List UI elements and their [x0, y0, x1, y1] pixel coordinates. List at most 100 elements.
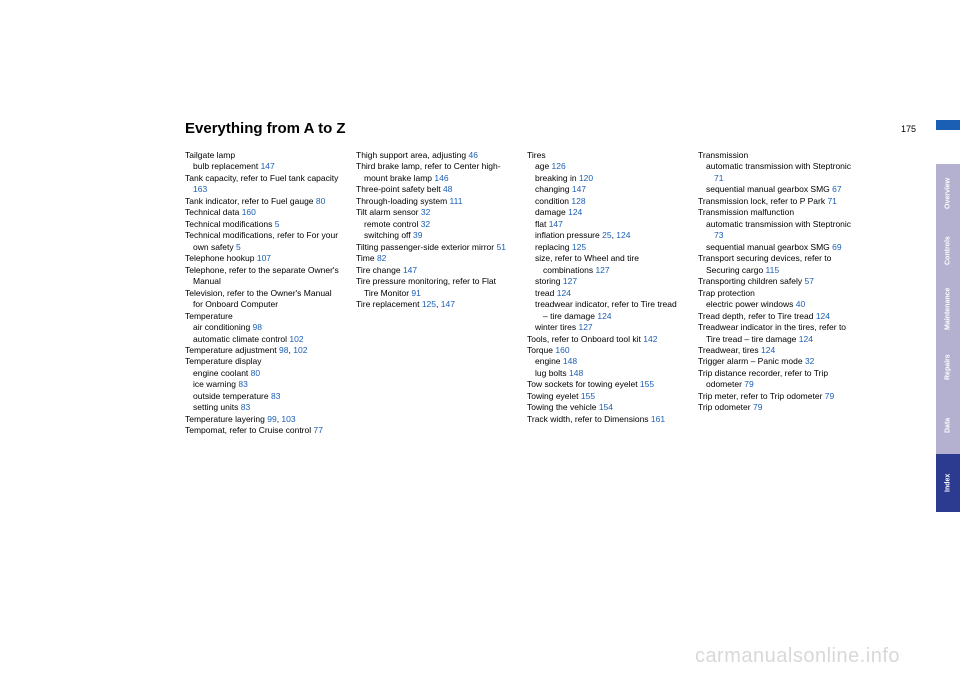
page-link[interactable]: 161: [651, 414, 665, 424]
page-link[interactable]: 142: [643, 334, 657, 344]
page-link[interactable]: 98: [253, 322, 262, 332]
side-tab-repairs[interactable]: Repairs: [936, 338, 960, 396]
index-entry-text: Treadwear, tires: [698, 345, 761, 355]
page-link[interactable]: 124: [616, 230, 630, 240]
page-link[interactable]: 160: [555, 345, 569, 355]
page-link[interactable]: 71: [827, 196, 836, 206]
page-link[interactable]: 155: [581, 391, 595, 401]
page-link[interactable]: 79: [753, 402, 762, 412]
page-link[interactable]: 5: [236, 242, 241, 252]
page-link[interactable]: 79: [744, 379, 753, 389]
page-link[interactable]: 91: [411, 288, 420, 298]
page-link[interactable]: 39: [413, 230, 422, 240]
index-column-2: Thigh support area, adjusting 46Third br…: [356, 150, 511, 437]
page-link[interactable]: 67: [832, 184, 841, 194]
page-link[interactable]: 40: [796, 299, 805, 309]
page-link[interactable]: 51: [496, 242, 505, 252]
index-entry-text: replacing: [535, 242, 572, 252]
page-link[interactable]: 48: [443, 184, 452, 194]
index-entry: Technical modifications 5: [185, 219, 340, 230]
index-entry: Transmission lock, refer to P Park 71: [698, 196, 853, 207]
page-link[interactable]: 125: [422, 299, 436, 309]
page-link[interactable]: 77: [314, 425, 323, 435]
page-link[interactable]: 69: [832, 242, 841, 252]
index-entry-text: size, refer to Wheel and tire combinatio…: [535, 253, 639, 274]
page-link[interactable]: 147: [441, 299, 455, 309]
page-link[interactable]: 147: [403, 265, 417, 275]
page-link[interactable]: 83: [238, 379, 247, 389]
page-link[interactable]: 32: [421, 219, 430, 229]
page-link[interactable]: 102: [293, 345, 307, 355]
index-entry: Torque 160: [527, 345, 682, 356]
index-entry: ice warning 83: [185, 379, 340, 390]
page-link[interactable]: 163: [193, 184, 207, 194]
side-tab-controls[interactable]: Controls: [936, 222, 960, 280]
page-link[interactable]: 127: [578, 322, 592, 332]
page-link[interactable]: 154: [599, 402, 613, 412]
index-entry-text: Telephone hookup: [185, 253, 257, 263]
index-entry-text: Torque: [527, 345, 555, 355]
page-link[interactable]: 57: [804, 276, 813, 286]
page-link[interactable]: 148: [569, 368, 583, 378]
page-link[interactable]: 82: [377, 253, 386, 263]
index-entry-text: Trip odometer: [698, 402, 753, 412]
page-link[interactable]: 99: [267, 414, 276, 424]
page-link[interactable]: 127: [595, 265, 609, 275]
page-link[interactable]: 102: [289, 334, 303, 344]
index-entry: Telephone, refer to the separate Owner's…: [185, 265, 340, 288]
page-link[interactable]: 146: [434, 173, 448, 183]
page-link[interactable]: 103: [281, 414, 295, 424]
page-link[interactable]: 124: [761, 345, 775, 355]
page-link[interactable]: 127: [563, 276, 577, 286]
page-link[interactable]: 83: [241, 402, 250, 412]
index-entry-text: remote control: [364, 219, 421, 229]
index-entry: Tires: [527, 150, 682, 161]
page-link[interactable]: 147: [549, 219, 563, 229]
page-link[interactable]: 32: [421, 207, 430, 217]
page-link[interactable]: 155: [640, 379, 654, 389]
page-link[interactable]: 124: [557, 288, 571, 298]
index-entry-text: Treadwear indicator in the tires, refer …: [698, 322, 846, 343]
page-number: 175: [901, 124, 916, 134]
index-entry-text: Time: [356, 253, 377, 263]
index-entry: Temperature adjustment 98, 102: [185, 345, 340, 356]
index-entry: Tire change 147: [356, 265, 511, 276]
header-accent-bar: [936, 120, 960, 130]
page-link[interactable]: 160: [242, 207, 256, 217]
page-link[interactable]: 83: [271, 391, 280, 401]
page-link[interactable]: 25: [602, 230, 611, 240]
page-link[interactable]: 147: [261, 161, 275, 171]
index-entry-text: Trap protection: [698, 288, 755, 298]
page-link[interactable]: 107: [257, 253, 271, 263]
side-tab-maintenance[interactable]: Maintenance: [936, 280, 960, 338]
page-link[interactable]: 80: [316, 196, 325, 206]
side-tab-data[interactable]: Data: [936, 396, 960, 454]
page-link[interactable]: 148: [563, 356, 577, 366]
index-entry: Telephone hookup 107: [185, 253, 340, 264]
page-link[interactable]: 115: [766, 265, 780, 275]
page-link[interactable]: 5: [275, 219, 280, 229]
page-link[interactable]: 124: [597, 311, 611, 321]
page-link[interactable]: 124: [816, 311, 830, 321]
page-link[interactable]: 124: [568, 207, 582, 217]
page-link[interactable]: 98: [279, 345, 288, 355]
page-link[interactable]: 126: [552, 161, 566, 171]
page-link[interactable]: 80: [251, 368, 260, 378]
page-link[interactable]: 128: [571, 196, 585, 206]
page-link[interactable]: 73: [714, 230, 723, 240]
index-columns: Tailgate lampbulb replacement 147Tank ca…: [185, 150, 920, 437]
index-entry-text: lug bolts: [535, 368, 569, 378]
page-link[interactable]: 32: [805, 356, 814, 366]
side-tab-index[interactable]: Index: [936, 454, 960, 512]
side-tab-overview[interactable]: Overview: [936, 164, 960, 222]
page-link[interactable]: 120: [579, 173, 593, 183]
page-link[interactable]: 79: [825, 391, 834, 401]
page-link[interactable]: 125: [572, 242, 586, 252]
page-link[interactable]: 71: [714, 173, 723, 183]
page-link[interactable]: 111: [450, 196, 463, 206]
index-entry: Technical data 160: [185, 207, 340, 218]
page-link[interactable]: 124: [799, 334, 813, 344]
page-link[interactable]: 46: [468, 150, 477, 160]
page-link[interactable]: 147: [572, 184, 586, 194]
index-entry-text: Trigger alarm – Panic mode: [698, 356, 805, 366]
